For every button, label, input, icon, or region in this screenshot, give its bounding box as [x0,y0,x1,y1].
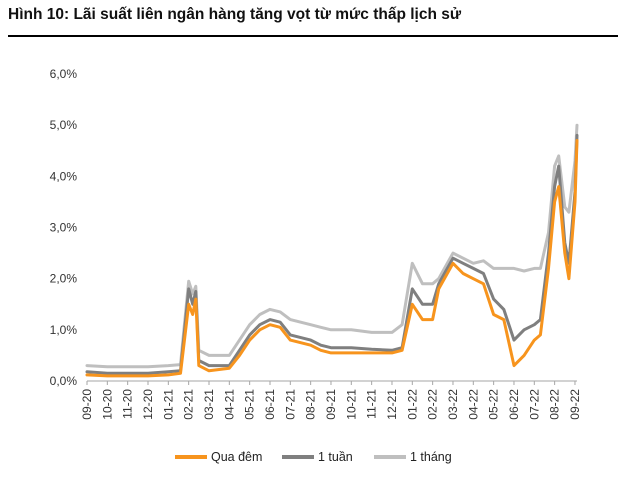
x-tick-label: 12-21 [385,389,399,420]
series-line [85,133,579,375]
x-tick-label: 08-22 [548,389,562,420]
x-tick-label: 09-22 [568,389,582,420]
x-tick-label: 11-20 [121,389,135,419]
y-tick-label: 6,0% [50,67,78,81]
legend-label: 1 tháng [410,450,452,464]
x-axis: 09-20 10-20 11-20 12-20 01-21 02-21 03-21 04-21… [80,380,582,420]
x-tick-label: 03-21 [202,389,216,420]
x-tick-label: 11-21 [365,389,379,419]
x-tick-label: 09-20 [80,389,94,420]
legend-label: Qua đêm [211,450,262,464]
x-tick-label: 04-22 [466,389,480,420]
x-tick-label: 02-21 [182,389,196,420]
x-tick-label: 06-22 [507,389,521,420]
x-tick-label: 08-21 [304,389,318,420]
y-tick-label: 3,0% [50,221,78,235]
y-tick-label: 1,0% [50,323,78,337]
x-tick-label: 05-22 [487,389,501,420]
series-line [85,123,579,369]
legend-label: 1 tuần [318,450,353,464]
x-tick-label: 04-21 [222,389,236,420]
x-tick-label: 02-22 [426,389,440,420]
x-tick-label: 06-21 [263,389,277,420]
x-tick-label: 09-21 [324,389,338,420]
x-tick-label: 01-22 [405,389,419,420]
x-tick-label: 07-21 [283,389,297,420]
y-tick-label: 4,0% [50,169,78,183]
title-divider [8,35,618,37]
x-tick-label: 10-21 [344,389,358,420]
legend: Qua đêm 1 tuần 1 tháng [175,450,452,464]
x-tick-label: 01-21 [161,389,175,420]
chart-title: Hình 10: Lãi suất liên ngân hàng tăng vọ… [8,6,462,23]
x-tick-label: 12-20 [141,389,155,420]
x-tick-label: 05-21 [243,389,257,420]
y-axis: 0,0% 1,0% 2,0% 3,0% 4,0% 5,0% 6,0% [50,67,78,388]
series-layer [85,123,579,378]
y-tick-label: 0,0% [50,374,78,388]
y-tick-label: 2,0% [50,272,78,286]
y-tick-label: 5,0% [50,118,78,132]
x-tick-label: 10-20 [100,389,114,420]
x-tick-label: 07-22 [527,389,541,420]
x-tick-label: 03-22 [446,389,460,420]
series-line [85,139,579,378]
